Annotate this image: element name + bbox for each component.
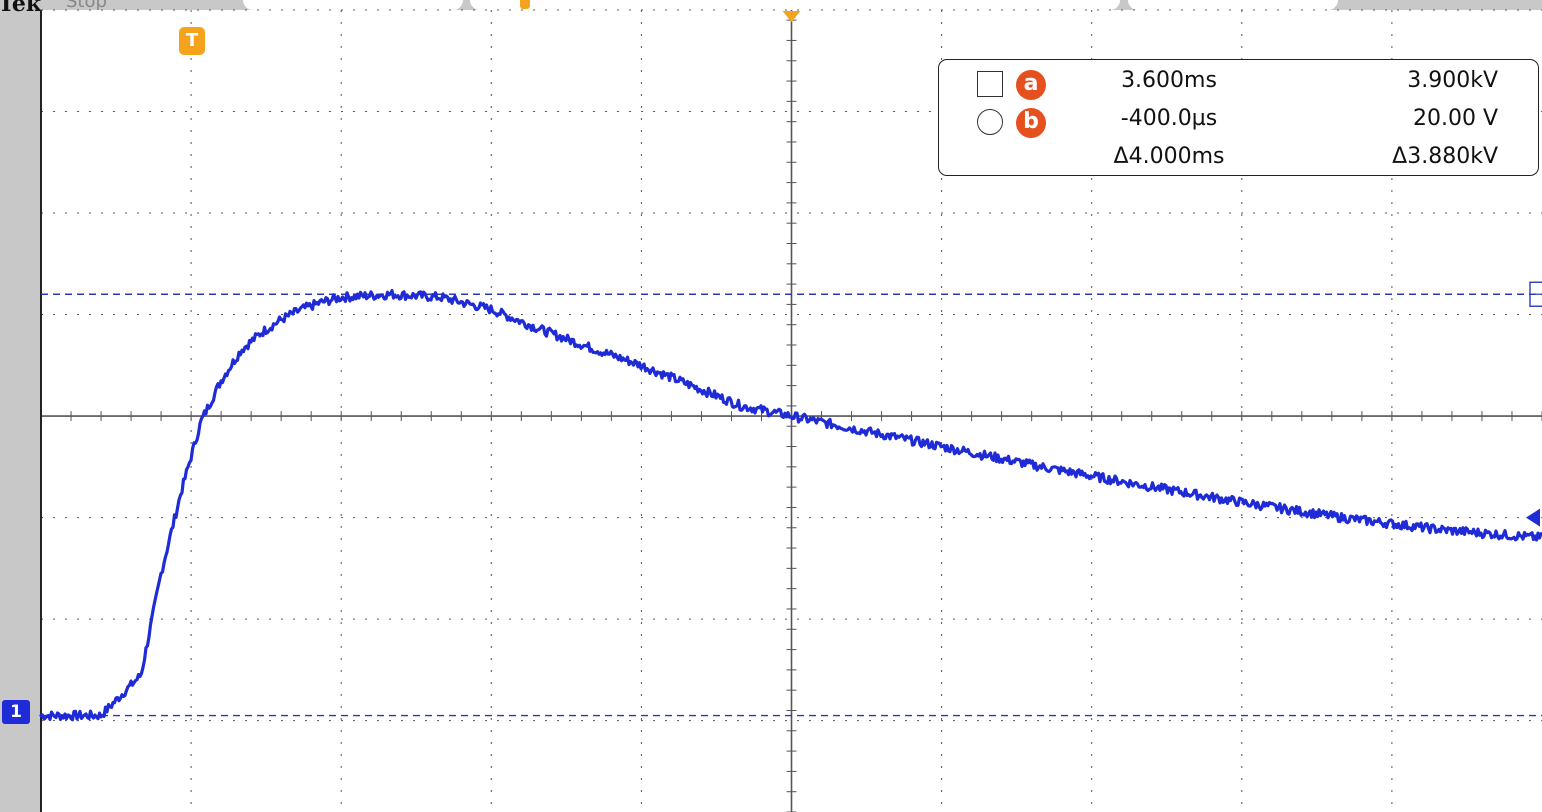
cursor-readout-panel: a 3.600ms 3.900kV b -400.0µs 20.00 V Δ4.… (938, 59, 1539, 176)
cursor-a-badge: a (1016, 70, 1046, 100)
status-bar-segment (243, 0, 463, 10)
square-icon (977, 71, 1003, 97)
display-markers (782, 11, 1542, 527)
cursor-b-row: b -400.0µs 20.00 V (939, 102, 1538, 140)
trigger-point-icon (782, 11, 801, 22)
trigger-position-icon (520, 0, 530, 9)
cursor-a-row: a 3.600ms 3.900kV (939, 64, 1538, 102)
run-state-label: Stop (66, 0, 107, 12)
delta-time: Δ4.000ms (1113, 144, 1225, 169)
left-margin (0, 0, 41, 812)
trigger-level-icon (1526, 508, 1540, 527)
cursor-a-value: 3.900kV (1407, 68, 1498, 93)
cursor-b-value: 20.00 V (1412, 106, 1498, 131)
status-bar-segment (470, 0, 1120, 10)
status-bar (0, 0, 1542, 10)
trigger-marker-icon: T (179, 27, 205, 55)
waveform-trace (39, 289, 1542, 722)
delta-row: Δ4.000ms Δ3.880kV (939, 140, 1538, 178)
channel-1-marker[interactable]: 1 (2, 700, 30, 724)
status-bar-segment (1128, 0, 1338, 10)
cursor-lines (41, 293, 1542, 717)
cursor-b-time: -400.0µs (1120, 106, 1218, 131)
cursor-a-time: 3.600ms (1121, 68, 1217, 93)
brand-logo: Tek (0, 0, 42, 17)
circle-icon (977, 109, 1003, 135)
cursor-b-badge: b (1016, 108, 1046, 138)
delta-value: Δ3.880kV (1392, 144, 1498, 169)
